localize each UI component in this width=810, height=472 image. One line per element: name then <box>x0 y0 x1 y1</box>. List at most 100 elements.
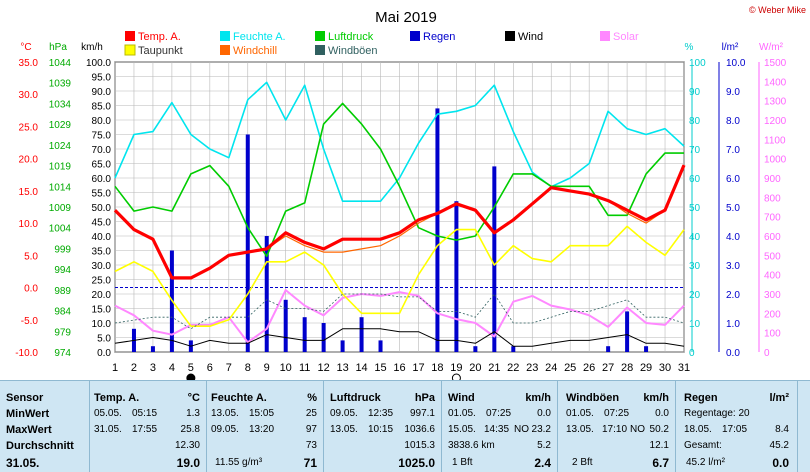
rain-max-value: 8.4 <box>775 424 789 435</box>
rain-bar <box>283 299 288 352</box>
rain-bar <box>359 317 364 352</box>
day-tick: 23 <box>526 362 538 374</box>
rain-total-current: 45.2 l/m² <box>686 457 725 468</box>
legend: Temp. A. Feuchte A. Luftdruck Regen Wind Sola… <box>124 31 639 57</box>
wind-min-value: 0.0 <box>537 408 551 419</box>
solar-tick: 1500 <box>764 58 787 69</box>
legend-label: Taupunkt <box>138 45 183 57</box>
humidity-tick: 0 <box>689 348 695 359</box>
rain-tick: 9.0 <box>726 87 740 98</box>
new-moon-icon <box>186 373 196 380</box>
legend-swatch <box>124 44 136 56</box>
wind-tick: 20.0 <box>92 290 112 301</box>
wind-tick: 85.0 <box>92 102 112 113</box>
gusts-header: Windböen <box>566 392 620 404</box>
day-tick: 11 <box>299 362 310 374</box>
rain-bar <box>454 201 459 352</box>
rain-tick: 3.0 <box>726 261 740 272</box>
pressure-tick: 1044 <box>49 58 72 69</box>
humidity-min-value: 25 <box>305 408 317 419</box>
rain-current: 0.0 <box>772 456 789 470</box>
day-tick: 24 <box>545 362 557 374</box>
wind-unit: km/h <box>525 392 551 404</box>
solar-tick: 200 <box>764 309 781 320</box>
humidity-avg: 73 <box>305 440 317 451</box>
day-tick: 22 <box>507 362 519 374</box>
chart-title: Mai 2019 <box>375 9 437 26</box>
humidity-tick: 60 <box>689 174 701 185</box>
pressure-tick: 1039 <box>49 79 72 90</box>
day-tick: 28 <box>621 362 633 374</box>
summary-humidity: Feuchte A.% 13.05. 15:05 25 09.05. 13:20 97 … <box>207 381 324 472</box>
humidity-tick: 50 <box>689 203 701 214</box>
rain-tick: 2.0 <box>726 290 740 301</box>
rain-bar <box>511 346 516 352</box>
wind-header: Wind <box>448 392 475 404</box>
solar-tick: 400 <box>764 271 781 282</box>
gusts-unit: km/h <box>643 392 669 404</box>
humidity-unit: % <box>307 392 317 404</box>
wind-unit-label: km/h <box>81 42 103 53</box>
temp-min-value: 1.3 <box>186 408 200 419</box>
day-tick: 14 <box>355 362 367 374</box>
temp-unit-label: °C <box>20 42 31 53</box>
legend-swatch <box>220 45 230 55</box>
wind-tick: 100.0 <box>86 58 111 69</box>
pressure-min-value: 997.1 <box>409 408 435 419</box>
summary-wind: Wind km/h 01.05. 07:25 0.0 15.05. 14:35 NO 23.… <box>442 381 558 472</box>
day-tick: 29 <box>640 362 652 374</box>
chart-grid <box>114 61 685 353</box>
temp-max-value: 25.8 <box>180 424 200 435</box>
temp-tick: 35.0 <box>19 58 39 69</box>
gusts-max-time: 17:10 <box>602 424 628 435</box>
gusts-min-value: 0.0 <box>655 408 669 419</box>
day-tick: 15 <box>374 362 386 374</box>
rain-header: Regen <box>684 392 718 404</box>
legend-swatch <box>315 31 325 41</box>
day-tick: 17 <box>412 362 424 374</box>
pressure-tick: 1024 <box>49 141 72 152</box>
rain-bar <box>302 317 307 352</box>
series-wind <box>114 328 685 347</box>
summary-gusts: Windböen km/h 01.05. 07:25 0.0 13.05. 17:10 N… <box>558 381 676 472</box>
day-tick: 20 <box>469 362 481 374</box>
temp-current: 19.0 <box>176 456 200 470</box>
gusts-current: 6.7 <box>652 456 669 470</box>
humidity-tick: 20 <box>689 290 701 301</box>
wind-tick: 5.0 <box>97 334 111 345</box>
pressure-tick: 1004 <box>49 224 72 235</box>
rain-bar <box>264 236 269 352</box>
legend-label: Temp. A. <box>138 31 181 43</box>
pressure-header: Luftdruck <box>330 392 381 404</box>
pressure-tick: 974 <box>54 348 71 359</box>
rain-bar <box>378 340 383 352</box>
row-max-label: MaxWert <box>6 424 52 436</box>
rain-bar <box>245 134 250 352</box>
day-tick: 4 <box>169 362 175 374</box>
wind-avg: 5.2 <box>537 440 551 451</box>
rain-tick: 1.0 <box>726 319 740 330</box>
pressure-max-date: 13.05. <box>330 424 358 435</box>
wind-tick: 15.0 <box>92 305 112 316</box>
legend-swatch <box>505 31 515 41</box>
pressure-tick: 1019 <box>49 162 72 173</box>
pressure-max-time: 10:15 <box>368 424 394 435</box>
temp-tick: -10.0 <box>15 348 38 359</box>
chart-axes: °C hPa km/h% l/m² W/m²35.030.025.020.015.010… <box>15 42 787 380</box>
day-tick: 18 <box>431 362 443 374</box>
legend-label: Feuchte A. <box>233 31 286 43</box>
rain-tick: 7.0 <box>726 145 740 156</box>
humidity-tick: 70 <box>689 145 701 156</box>
humidity-tick: 90 <box>689 87 701 98</box>
solar-tick: 900 <box>764 174 781 185</box>
temp-tick: -5.0 <box>21 316 39 327</box>
rain-total: 45.2 <box>769 440 789 451</box>
wind-max-dir: NO <box>514 424 529 435</box>
pressure-tick: 989 <box>54 286 71 297</box>
solar-tick: 1300 <box>764 97 787 108</box>
humidity-tick: 40 <box>689 232 701 243</box>
wind-tick: 25.0 <box>92 276 112 287</box>
day-tick: 3 <box>150 362 156 374</box>
solar-tick: 600 <box>764 232 781 243</box>
wind-tick: 90.0 <box>92 87 112 98</box>
